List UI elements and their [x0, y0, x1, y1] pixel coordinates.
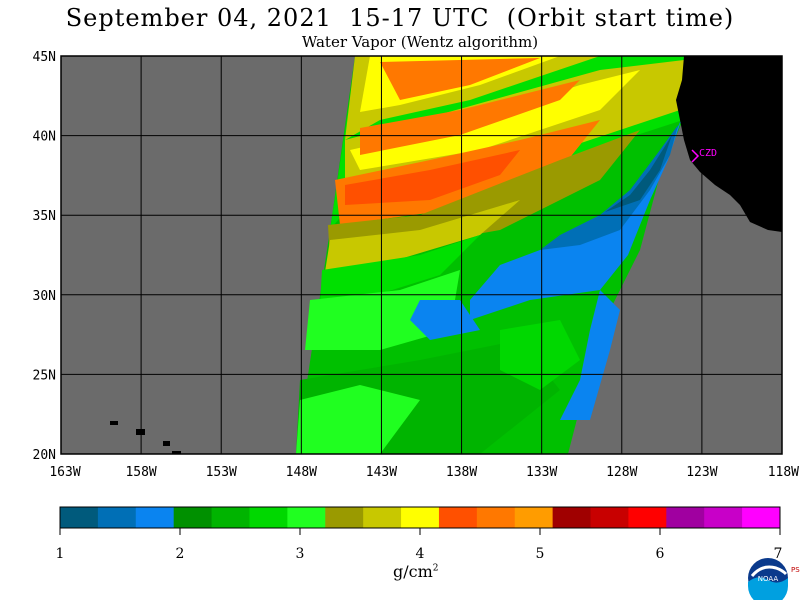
- colorbar-swatch: [401, 507, 440, 528]
- colorbar-swatch: [173, 507, 213, 528]
- psl-logo-text: PSL: [791, 566, 800, 574]
- colorbar-swatch: [438, 507, 478, 528]
- lon-label: 153W: [206, 465, 237, 480]
- map-subtitle: Water Vapor (Wentz algorithm): [301, 33, 539, 51]
- lon-label: 148W: [286, 465, 317, 480]
- lat-label: 45N: [33, 50, 56, 65]
- colorbar-tick-label: 4: [416, 546, 425, 562]
- colorbar-tick-label: 2: [176, 546, 185, 562]
- colorbar-swatch: [211, 507, 250, 528]
- map-frame: [60, 55, 783, 455]
- lat-label: 35N: [33, 209, 56, 224]
- colorbar-tick-label: 3: [296, 546, 305, 562]
- lon-label: 118W: [768, 465, 799, 480]
- svg-text:NOAA: NOAA: [758, 575, 779, 583]
- colorbar-tick-label: 1: [56, 546, 65, 562]
- colorbar-swatch: [742, 507, 781, 528]
- colorbar: [59, 506, 781, 529]
- colorbar-swatch: [287, 507, 326, 528]
- colorbar-swatch: [514, 507, 554, 528]
- colorbar-swatch: [628, 507, 667, 528]
- lon-label: 143W: [366, 465, 397, 480]
- lon-label: 128W: [606, 465, 637, 480]
- lon-label: 138W: [446, 465, 477, 480]
- lon-label: 133W: [526, 465, 557, 480]
- colorbar-swatch: [135, 507, 175, 528]
- colorbar-swatch: [363, 507, 402, 528]
- station-label: CZD: [699, 148, 717, 159]
- colorbar-tick-label: 6: [656, 546, 665, 562]
- lon-label: 163W: [49, 465, 80, 480]
- lon-label: 158W: [125, 465, 156, 480]
- colorbar-swatch: [97, 507, 137, 528]
- lat-label: 30N: [33, 289, 56, 304]
- colorbar-swatch: [704, 507, 743, 528]
- colorbar-swatch: [60, 507, 99, 528]
- colorbar-tick-labels: 1 2 3 4 5 6 7: [56, 528, 783, 562]
- lon-label: 123W: [686, 465, 717, 480]
- lat-label: 40N: [33, 130, 56, 145]
- dry-air-band: [410, 118, 682, 420]
- colorbar-tick-label: 5: [536, 546, 545, 562]
- water-vapor-swath: [296, 56, 685, 454]
- noaa-logo: NOAA: [748, 558, 788, 600]
- land-masses: [110, 56, 782, 454]
- latitude-labels: 45N 40N 35N 30N 25N 20N: [33, 50, 56, 463]
- colorbar-tick-label: 7: [774, 546, 783, 562]
- lat-label: 25N: [33, 368, 56, 383]
- colorbar-swatch: [325, 507, 364, 528]
- colorbar-swatch: [552, 507, 592, 528]
- colorbar-swatch: [249, 507, 288, 528]
- station-marker: [691, 149, 700, 163]
- colorbar-swatch: [476, 507, 516, 528]
- colorbar-swatch: [666, 507, 705, 528]
- lat-label: 20N: [33, 448, 56, 463]
- colorbar-swatch: [590, 507, 629, 528]
- units-label: g/cm2: [393, 562, 439, 581]
- map-title: September 04, 2021 15-17 UTC (Orbit star…: [65, 4, 735, 32]
- lat-lon-grid: [61, 56, 782, 454]
- longitude-labels: 163W 158W 153W 148W 143W 138W 133W 128W 123W 118W: [49, 465, 799, 480]
